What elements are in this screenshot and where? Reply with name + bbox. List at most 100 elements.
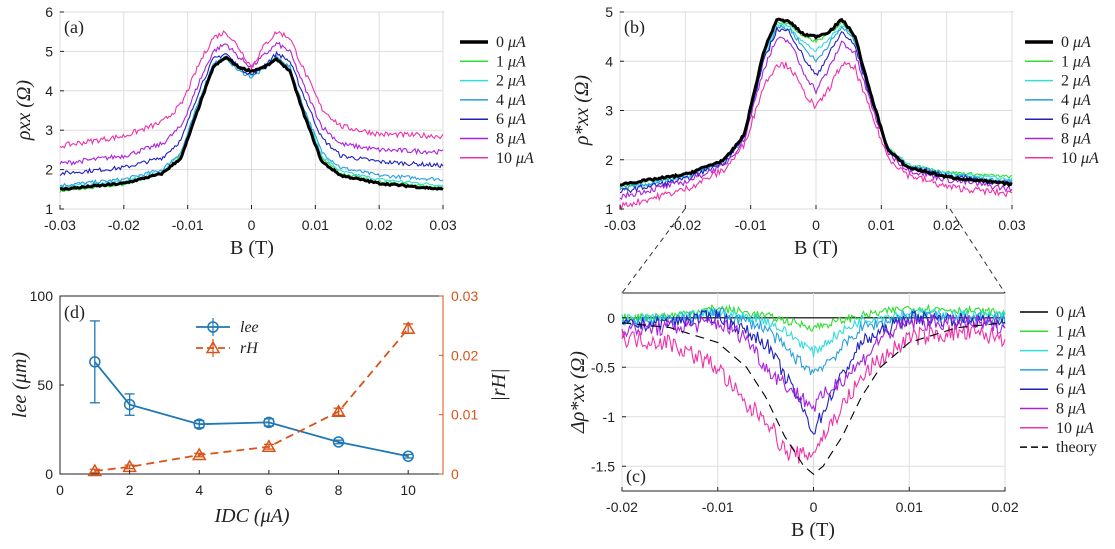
y-tick-label: 2: [605, 152, 613, 168]
legend-label: theory: [1056, 439, 1097, 456]
legend-num: 10: [1056, 420, 1076, 437]
panel-c-ylabel: Δρ*xx (Ω): [567, 351, 589, 434]
legend-num: 2: [1061, 73, 1073, 90]
x-tick-label: -0.03: [44, 217, 76, 233]
x-tick-label: 0.02: [366, 217, 393, 233]
legend-label: rH: [240, 340, 259, 357]
legend-label: 1 μA: [1061, 53, 1091, 70]
legend-num: 4: [1061, 92, 1073, 109]
panel-d-legend: lee rH: [196, 318, 259, 357]
y-tick-label: 50: [37, 377, 53, 393]
series-line-10-μA: [59, 30, 444, 149]
x-tick-label: 0: [810, 499, 818, 515]
legend-num: 0: [496, 34, 508, 51]
panel-b-label: (b): [624, 17, 645, 38]
series-line-4-μA: [59, 54, 444, 188]
legend-num: 10: [1061, 150, 1081, 167]
legend-num: 8: [496, 131, 508, 148]
series-line-8-μA: [621, 314, 1006, 412]
legend-label: 1 μA: [496, 53, 526, 70]
panel-a: -0.03 -0.02 -0.01 0 0.01 0.02 0.03 1 2 3 4 5 6 (a) B…: [13, 4, 534, 259]
legend-unit: μA: [1072, 131, 1091, 148]
panel-a-xlabel: B (T): [230, 237, 274, 259]
marker-triangle: [331, 404, 346, 417]
x-tick-label: 0: [248, 217, 256, 233]
legend-num: 4: [496, 92, 508, 109]
y2-tick-label: 0.01: [451, 407, 478, 423]
panel-d-xlabel: IDC (μA): [213, 505, 289, 527]
x-tick-label: 0: [812, 217, 820, 233]
y-tick-label: 2: [45, 162, 53, 178]
y-tick-label: 3: [45, 122, 53, 138]
legend-unit: μA: [1072, 111, 1091, 128]
y-tick-label: 6: [45, 4, 53, 20]
legend-label: 6 μA: [496, 111, 526, 128]
legend-num: 8: [1061, 131, 1073, 148]
x-tick-label: 0.03: [429, 217, 456, 233]
legend-unit: μA: [507, 73, 526, 90]
series-line-10-μA: [621, 324, 1006, 464]
legend-label: 4 μA: [496, 92, 526, 109]
y-tick-label: 0: [607, 310, 615, 326]
series-line-theory: [621, 322, 1006, 475]
legend-num: 1: [1056, 323, 1068, 340]
x-tick-label: -0.02: [669, 217, 701, 233]
x-tick-label: -0.02: [606, 499, 638, 515]
panel-c-label: (c): [626, 466, 646, 487]
legend-num: 2: [1056, 343, 1068, 360]
legend-label: lee: [240, 319, 259, 336]
x-tick-label: -0.01: [735, 217, 767, 233]
legend-num: 1: [1061, 53, 1073, 70]
series-line-lee: [94, 361, 409, 458]
marker-circle: [193, 418, 206, 430]
legend-unit: μA: [515, 150, 534, 167]
x-tick-label: 8: [335, 482, 343, 498]
x-tick-label: 0.02: [933, 217, 960, 233]
panel-b: -0.03 -0.02 -0.01 0 0.01 0.02 0.03 1 2 3 4 5 (b) B …: [571, 4, 1099, 259]
x-tick-label: 0: [56, 482, 64, 498]
legend-unit: μA: [1067, 343, 1086, 360]
marker-triangle: [87, 463, 103, 477]
series-line-4-μA: [619, 24, 1013, 192]
x-tick-label: 0.01: [868, 217, 895, 233]
series-line-8-μA: [59, 41, 444, 166]
x-tick-label: -0.02: [108, 217, 140, 233]
legend-num: 0: [1056, 304, 1068, 321]
panel-c-grid: [621, 293, 1006, 491]
panel-b-series: [619, 17, 1013, 212]
marker-triangle: [400, 321, 416, 334]
legend-label: 2 μA: [1056, 343, 1086, 360]
legend-num: 1: [496, 53, 508, 70]
legend-label: 10 μA: [1061, 150, 1099, 167]
y2-tick-label: 0: [451, 466, 459, 482]
y-tick-label: -0.5: [591, 359, 615, 375]
panel-d-series: [87, 320, 416, 477]
marker-circle: [402, 450, 414, 462]
series-line-4-μA: [621, 307, 1006, 376]
legend-label: 10 μA: [1056, 420, 1094, 437]
marker-circle: [123, 398, 136, 411]
panel-c: -0.02 -0.01 0 0.01 0.02 -1.5 -1 -0.5 0 (c) B (T)…: [567, 292, 1097, 541]
y-tick-label: -1.5: [591, 458, 615, 474]
y-tick-label: 5: [45, 43, 53, 59]
panel-b-xlabel: B (T): [794, 237, 838, 259]
y2-tick-label: 0.03: [451, 288, 478, 304]
legend-label: 10 μA: [496, 150, 534, 167]
legend-unit: μA: [507, 92, 526, 109]
legend-num: 6: [1061, 111, 1073, 128]
legend-label: 0 μA: [496, 34, 526, 51]
panel-c-xlabel: B (T): [791, 519, 835, 541]
legend-unit: μA: [507, 111, 526, 128]
legend-label: 0 μA: [1056, 304, 1086, 321]
legend-num: 8: [1056, 401, 1068, 418]
marker-triangle: [191, 447, 207, 461]
legend-label: 4 μA: [1056, 362, 1086, 379]
panel-d-plot-area: [59, 295, 444, 475]
series-line-rH: [94, 328, 409, 472]
y-tick-label: 1: [45, 201, 53, 217]
